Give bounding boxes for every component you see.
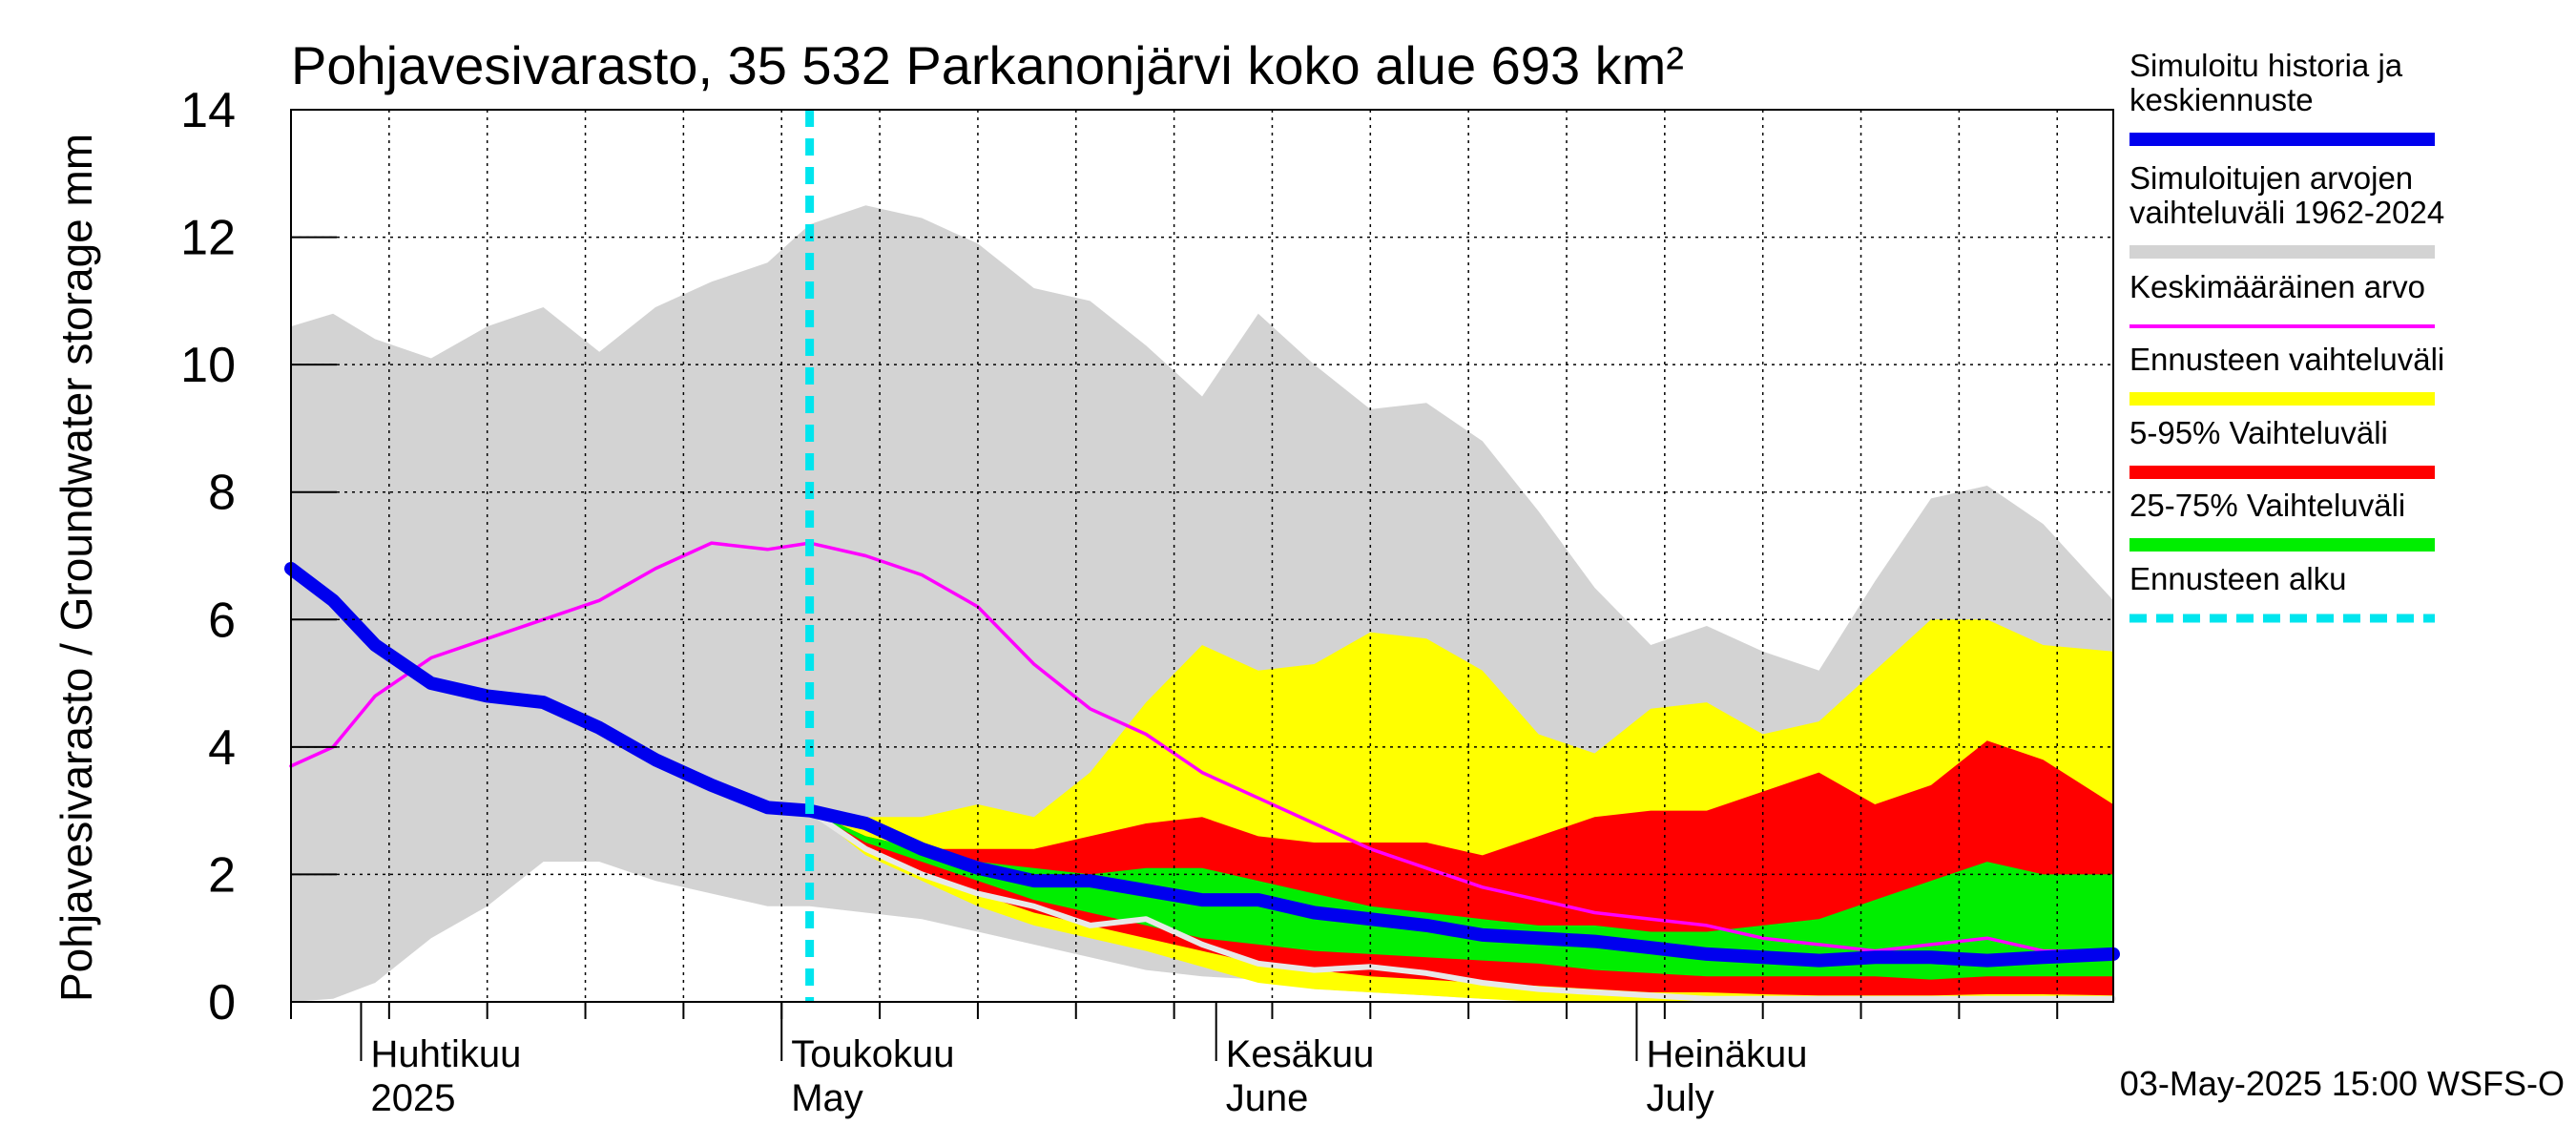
y-tick-label: 0 [208, 975, 236, 1030]
y-axis-label: Pohjavesivarasto / Groundwater storage m… [52, 134, 101, 1002]
legend-label: Simuloitujen arvojen [2129, 160, 2413, 196]
legend-entry: 5-95% Vaihteluväli [2129, 415, 2435, 479]
x-month-label-fi: Heinäkuu [1646, 1033, 1807, 1075]
legend: Simuloitu historia jakeskiennusteSimuloi… [2129, 48, 2444, 623]
legend-label: keskiennuste [2129, 82, 2314, 117]
legend-entry: Ennusteen vaihteluväli [2129, 342, 2444, 406]
legend-label: vaihteluväli 1962-2024 [2129, 195, 2444, 230]
y-tick-label: 4 [208, 720, 236, 776]
legend-entry: 25-75% Vaihteluväli [2129, 488, 2435, 552]
y-tick-label: 10 [180, 338, 236, 393]
x-month-label-fi: Kesäkuu [1226, 1033, 1375, 1075]
series-simulated-line [284, 561, 2120, 968]
x-month-label-en: July [1646, 1077, 1714, 1119]
band-25-75 [809, 810, 2113, 980]
legend-entry: Ennusteen alku [2129, 561, 2435, 623]
y-tick-label: 12 [180, 211, 236, 266]
y-tick-label: 6 [208, 593, 236, 648]
plot-frame [290, 109, 2114, 1003]
x-month-label-en: May [791, 1077, 863, 1119]
legend-label: 25-75% Vaihteluväli [2129, 488, 2405, 523]
x-month-label-fi: Huhtikuu [370, 1033, 521, 1075]
legend-label: Keskimääräinen arvo [2129, 269, 2425, 304]
chart-text: Pohjavesivarasto, 35 532 Parkanonjärvi k… [52, 35, 2565, 1103]
chart-title: Pohjavesivarasto, 35 532 Parkanonjärvi k… [291, 35, 1684, 95]
x-month-label-fi: Toukokuu [791, 1033, 954, 1075]
y-tick-label: 14 [180, 83, 236, 138]
plot-area [284, 110, 2120, 1002]
legend-label: Simuloitu historia ja [2129, 48, 2403, 83]
x-month-label-en: 2025 [370, 1077, 455, 1119]
x-month-label-en: June [1226, 1077, 1309, 1119]
timestamp-label: 03-May-2025 15:00 WSFS-O [2120, 1064, 2565, 1103]
y-tick-label: 8 [208, 466, 236, 521]
legend-label: 5-95% Vaihteluväli [2129, 415, 2388, 450]
legend-label: Ennusteen alku [2129, 561, 2347, 596]
legend-label: Ennusteen vaihteluväli [2129, 342, 2444, 377]
y-tick-label: 2 [208, 847, 236, 903]
series-lowest-line [806, 807, 2116, 1002]
legend-entry: Keskimääräinen arvo [2129, 269, 2435, 328]
